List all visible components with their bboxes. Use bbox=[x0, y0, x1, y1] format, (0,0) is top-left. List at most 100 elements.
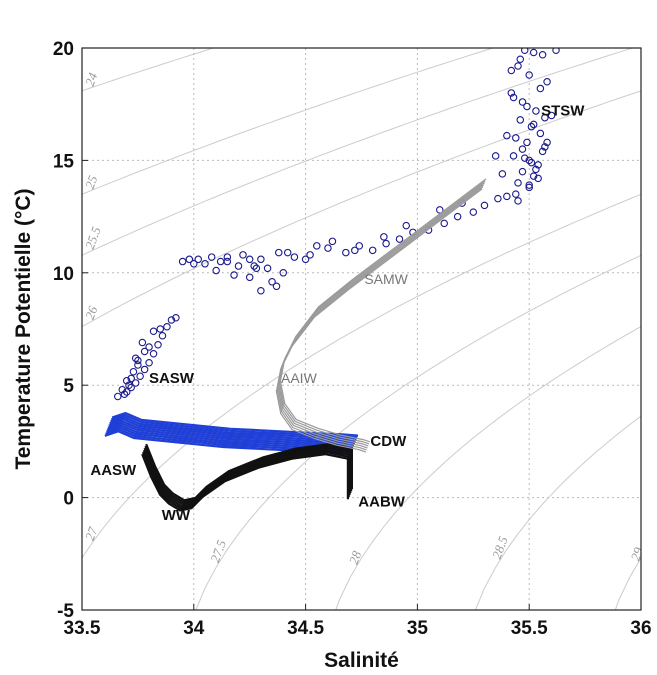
data-point bbox=[268, 278, 276, 286]
data-point bbox=[207, 253, 216, 261]
data-point bbox=[520, 48, 529, 54]
y-tick-label: 15 bbox=[53, 151, 75, 172]
data-point bbox=[512, 190, 520, 198]
data-point bbox=[516, 55, 525, 63]
data-point bbox=[538, 50, 547, 59]
data-point bbox=[503, 192, 511, 201]
data-point bbox=[223, 253, 232, 261]
data-point bbox=[541, 113, 549, 122]
profile-line bbox=[278, 182, 485, 447]
data-point bbox=[216, 257, 225, 266]
data-point bbox=[536, 129, 545, 138]
data-point bbox=[185, 255, 194, 264]
data-point bbox=[527, 122, 536, 131]
water-mass-label: AABW bbox=[358, 494, 405, 511]
data-point bbox=[507, 89, 516, 97]
data-point bbox=[507, 66, 516, 75]
data-point bbox=[283, 248, 292, 257]
data-point bbox=[190, 260, 198, 268]
data-point bbox=[239, 251, 247, 259]
profile-line bbox=[279, 178, 487, 443]
water-mass-label: SASW bbox=[149, 370, 195, 387]
data-point bbox=[382, 239, 390, 248]
isopycnal-label: 28 bbox=[346, 548, 365, 566]
data-point bbox=[453, 212, 462, 221]
data-point bbox=[547, 111, 556, 120]
data-point bbox=[523, 102, 531, 111]
data-point bbox=[436, 206, 444, 214]
water-mass-label: AAIW bbox=[281, 370, 318, 386]
data-point bbox=[520, 154, 529, 162]
data-point bbox=[355, 242, 364, 250]
data-point bbox=[525, 156, 533, 165]
data-point bbox=[290, 253, 299, 261]
profile-line bbox=[145, 443, 353, 502]
axis-ticks: 33.5 34 34.5 35 35.5 36 -5 0 5 10 15 20 bbox=[53, 39, 652, 639]
isopycnal-label: 27.5 bbox=[207, 537, 229, 564]
y-axis-label: Temperature Potentielle (°C) bbox=[12, 188, 35, 469]
data-point bbox=[140, 365, 149, 374]
data-point bbox=[156, 325, 165, 333]
y-tick-label: 20 bbox=[53, 39, 74, 60]
data-point bbox=[529, 172, 538, 180]
isopycnal-contours: 24 25 25.5 26 27 27.5 28 28.5 29 bbox=[82, 48, 641, 610]
data-point bbox=[518, 167, 527, 176]
data-point bbox=[525, 183, 533, 192]
water-mass-label: WW bbox=[162, 507, 191, 524]
data-point bbox=[498, 170, 507, 178]
isopycnal-line bbox=[614, 557, 641, 610]
x-tick-label: 36 bbox=[630, 618, 651, 639]
isopycnal-line bbox=[195, 254, 641, 610]
data-point bbox=[149, 327, 158, 335]
data-point bbox=[491, 152, 500, 160]
data-point bbox=[313, 242, 321, 250]
data-point bbox=[543, 138, 551, 147]
data-point bbox=[518, 98, 527, 106]
y-tick-label: 5 bbox=[63, 376, 74, 397]
data-point bbox=[342, 248, 350, 257]
data-point bbox=[440, 219, 448, 228]
data-point bbox=[402, 221, 410, 230]
y-tick-label: -5 bbox=[57, 601, 74, 622]
data-point bbox=[122, 376, 131, 385]
data-point bbox=[138, 338, 147, 347]
isopycnal-label: 25.5 bbox=[82, 224, 104, 251]
water-mass-label: AASW bbox=[90, 462, 137, 479]
isopycnal-line bbox=[474, 415, 641, 610]
data-point bbox=[122, 388, 131, 396]
data-point bbox=[230, 271, 238, 279]
y-tick-label: 0 bbox=[63, 489, 74, 510]
data-point bbox=[178, 257, 187, 266]
data-point bbox=[145, 358, 153, 367]
data-point bbox=[514, 197, 522, 205]
isopycnal-label: 24 bbox=[82, 70, 101, 88]
data-point bbox=[149, 349, 158, 358]
x-tick-label: 35 bbox=[407, 618, 429, 639]
data-point bbox=[272, 282, 281, 291]
data-point bbox=[158, 331, 167, 340]
data-point bbox=[395, 235, 404, 243]
x-tick-label: 35.5 bbox=[511, 618, 548, 639]
data-point bbox=[245, 273, 254, 282]
profile-line bbox=[279, 180, 486, 445]
data-point bbox=[127, 383, 135, 392]
data-point bbox=[543, 77, 551, 86]
profile-line bbox=[108, 420, 355, 445]
data-point bbox=[257, 255, 265, 264]
x-axis-label: Salinité bbox=[324, 649, 399, 672]
data-point bbox=[263, 264, 272, 273]
data-point bbox=[328, 237, 337, 246]
water-mass-label: STSW bbox=[541, 102, 585, 119]
water-mass-label: CDW bbox=[370, 433, 407, 450]
data-point bbox=[538, 147, 547, 156]
data-point bbox=[529, 48, 538, 57]
data-point bbox=[118, 385, 126, 394]
data-point bbox=[301, 255, 310, 264]
data-point bbox=[541, 143, 549, 151]
data-point bbox=[131, 354, 140, 362]
isopycnal-label: 25 bbox=[82, 173, 101, 191]
data-point bbox=[480, 201, 489, 210]
data-point bbox=[469, 208, 478, 216]
data-point bbox=[163, 323, 171, 331]
data-point bbox=[552, 48, 560, 54]
